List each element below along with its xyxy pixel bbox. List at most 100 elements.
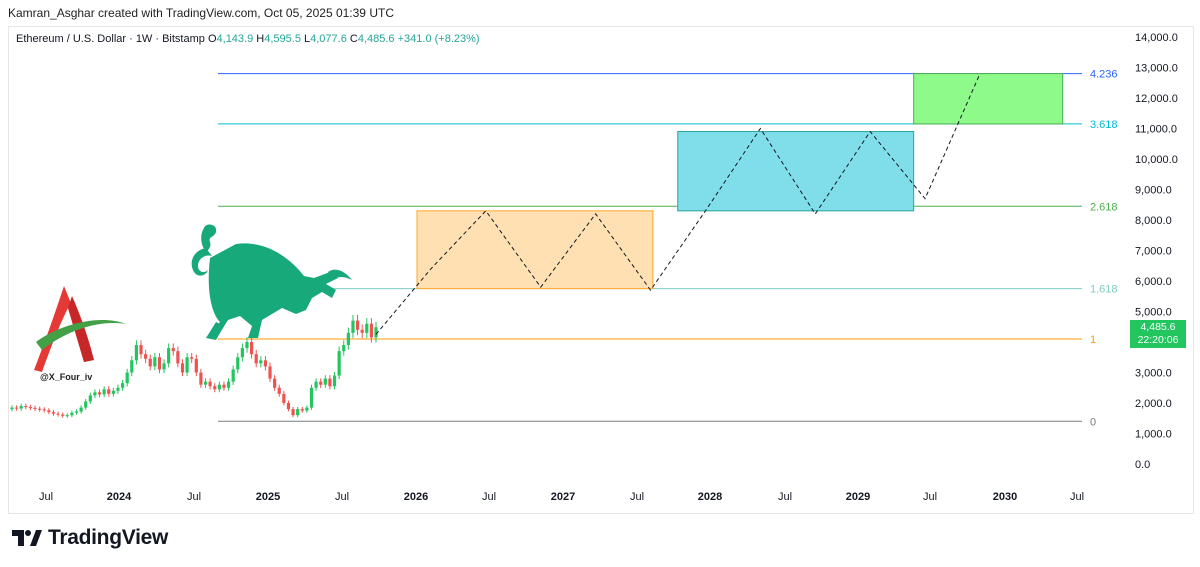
- x-tick-label: 2024: [107, 491, 132, 503]
- candle-body: [365, 323, 369, 333]
- candle-body: [300, 409, 304, 411]
- projection-box: [677, 131, 915, 212]
- candle-body: [249, 342, 254, 355]
- candle-body: [369, 323, 373, 338]
- candle-body: [148, 358, 152, 367]
- fib-label: 1: [1090, 334, 1096, 346]
- candle-body: [15, 407, 19, 409]
- x-tick-label: 2029: [846, 491, 870, 503]
- candle-body: [139, 345, 143, 355]
- candle-body: [273, 378, 277, 388]
- candle-body: [125, 372, 129, 384]
- candle-body: [245, 342, 249, 349]
- last-price: 4,485.6: [1140, 321, 1176, 333]
- candle-body: [107, 389, 111, 394]
- x-tick-label: 2030: [993, 491, 1017, 503]
- legend-low-label: L: [304, 33, 311, 45]
- last-price-tag: 4,485.6 22:20:06: [1130, 320, 1186, 348]
- x-tick-label: 2026: [404, 491, 428, 503]
- candle-body: [56, 413, 60, 415]
- x-tick-label: 2027: [551, 491, 575, 503]
- candle-body: [116, 387, 120, 391]
- y-tick-label: 2,000.0: [1135, 398, 1172, 410]
- fib-levels: 4.236 3.618 2.618 1.618 1 0: [218, 69, 1118, 428]
- candle-body: [157, 357, 162, 370]
- fib-label: 3.618: [1090, 119, 1118, 131]
- candle-body: [24, 406, 28, 408]
- candle-body: [355, 320, 360, 330]
- candle-body: [102, 389, 106, 395]
- candle-body: [323, 378, 327, 385]
- candle-body: [314, 381, 318, 388]
- y-tick-label: 11,000.0: [1135, 124, 1177, 136]
- candle-body: [171, 348, 175, 352]
- y-tick-label: 14,000.0: [1135, 32, 1178, 44]
- projection-boxes: [416, 73, 1064, 290]
- tradingview-brand[interactable]: TradingView: [12, 526, 168, 550]
- y-tick-label: 6,000.0: [1135, 276, 1172, 288]
- red-a-logo-icon: [34, 286, 126, 372]
- fib-label: 1.618: [1090, 284, 1118, 296]
- candle-body: [10, 407, 14, 410]
- x-tick-label: 2028: [698, 491, 722, 503]
- candle-body: [286, 403, 291, 410]
- projection-path: [375, 73, 981, 335]
- candle-body: [342, 345, 346, 352]
- y-tick-label: 7,000.0: [1135, 246, 1172, 258]
- candle-body: [351, 320, 355, 333]
- x-tick-label: Jul: [630, 491, 644, 503]
- y-tick-label: 13,000.0: [1135, 63, 1178, 75]
- brand-name: TradingView: [48, 526, 169, 549]
- y-tick-label: 0.0: [1135, 459, 1150, 471]
- candle-body: [296, 409, 300, 416]
- candle-body: [240, 348, 244, 358]
- chart-frame: [8, 26, 1194, 514]
- tradingview-logo-icon: [12, 530, 42, 546]
- candle-body: [213, 386, 217, 390]
- candle-body: [97, 392, 102, 395]
- candle-body: [120, 383, 125, 388]
- candle-body: [337, 351, 341, 376]
- candle-body: [203, 381, 208, 385]
- candle-body: [130, 360, 134, 373]
- candle-body: [167, 348, 171, 364]
- candle-body: [226, 381, 231, 388]
- candle-body: [79, 407, 83, 412]
- legend-close: 4,485.6: [357, 33, 395, 45]
- candle-body: [176, 351, 180, 364]
- candle-body: [282, 393, 286, 403]
- candle-body: [328, 378, 332, 387]
- candle-body: [190, 357, 194, 359]
- candle-body: [51, 412, 56, 414]
- legend: Ethereum / U.S. Dollar · 1W · Bitstamp O…: [16, 33, 480, 45]
- candle-body: [33, 407, 37, 409]
- candle-body: [84, 401, 88, 408]
- candle-body: [254, 354, 258, 364]
- candle-body: [153, 357, 157, 367]
- candle-body: [61, 414, 65, 416]
- candle-body: [208, 381, 212, 387]
- candle-body: [319, 381, 323, 385]
- candle-body: [277, 387, 281, 394]
- candle-body: [291, 409, 295, 416]
- x-tick-label: Jul: [335, 491, 349, 503]
- candle-body: [236, 357, 240, 370]
- bar-countdown: 22:20:06: [1137, 334, 1179, 346]
- candle-body: [222, 384, 226, 388]
- candle-body: [268, 366, 272, 379]
- candle-body: [162, 363, 166, 370]
- candle-body: [194, 358, 198, 373]
- candle-body: [134, 345, 139, 361]
- chart-credit: Kamran_Asghar created with TradingView.c…: [8, 6, 394, 20]
- candle-body: [65, 415, 69, 417]
- candle-body: [185, 357, 189, 373]
- y-tick-label: 9,000.0: [1135, 185, 1172, 197]
- x-tick-label: 2025: [256, 491, 280, 503]
- candle-body: [263, 360, 268, 367]
- y-axis: 14,000.0 13,000.0 12,000.0 11,000.0 10,000.0…: [1135, 32, 1178, 471]
- y-tick-label: 12,000.0: [1135, 93, 1178, 105]
- y-tick-label: 5,000.0: [1135, 307, 1172, 319]
- fib-label: 0: [1090, 416, 1096, 428]
- candle-body: [309, 387, 314, 408]
